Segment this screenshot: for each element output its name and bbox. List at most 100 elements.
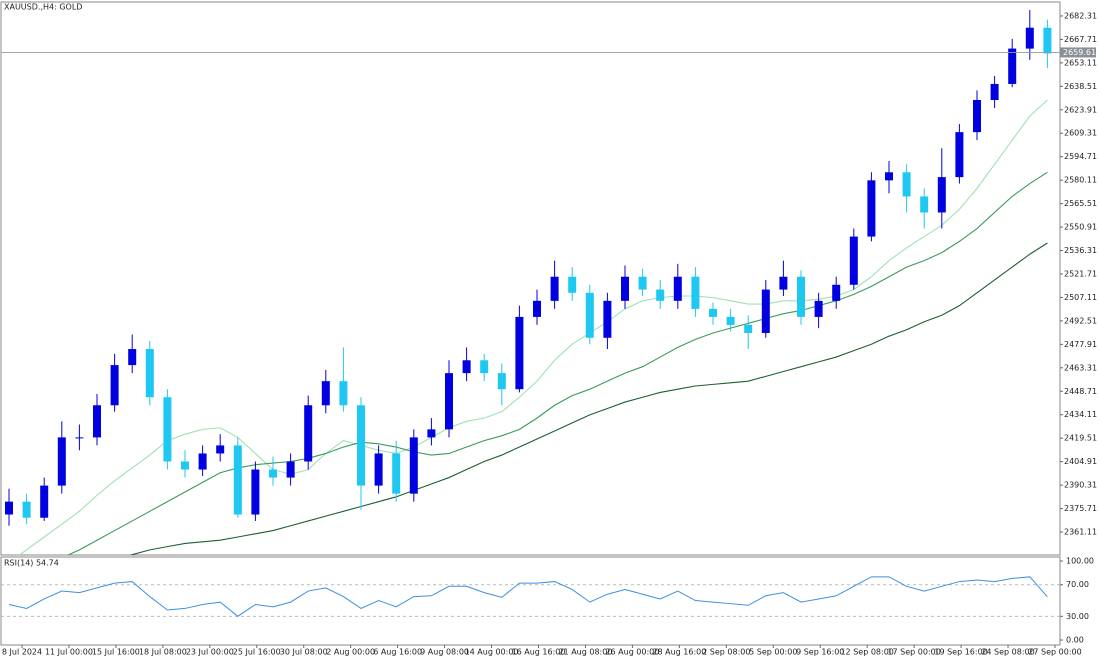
x-tick-label: 26 Aug 00:00 (605, 648, 659, 657)
candle-body (603, 300, 612, 338)
candle-body (321, 381, 330, 406)
y-tick-label: 2536.31 (1064, 246, 1097, 255)
candle-body (656, 289, 665, 301)
candle-body (22, 501, 31, 518)
candle-body (832, 284, 841, 301)
x-tick-label: 27 Sep 00:00 (1028, 648, 1081, 657)
y-tick-label: 2404.91 (1064, 457, 1097, 466)
candle-body (392, 453, 401, 494)
candle-body (797, 276, 805, 317)
y-tick-label: 2477.91 (1064, 340, 1097, 349)
price-plot (5, 10, 1052, 555)
y-tick-label: 2361.11 (1064, 528, 1097, 537)
current-price-box (1060, 47, 1096, 58)
y-tick-label: 2580.11 (1064, 176, 1097, 185)
candle-body (110, 365, 119, 406)
candle-body (515, 316, 524, 390)
candle-body (251, 469, 260, 515)
y-tick-label: 2653.11 (1064, 58, 1097, 67)
candle-body (867, 180, 876, 237)
chart-title: XAUUSD.,H4: GOLD (4, 3, 82, 12)
candle-body (937, 177, 946, 213)
rsi-tick-label: 30.00 (1066, 612, 1089, 621)
candle-body (286, 461, 295, 478)
candle-body (75, 437, 84, 439)
candle-body (445, 373, 453, 430)
x-tick-label: 11 Jul 00:00 (45, 648, 93, 657)
y-tick-label: 2609.31 (1064, 129, 1097, 138)
candle-body (761, 289, 770, 333)
candle-body (145, 349, 154, 398)
candle-body (726, 316, 735, 325)
candle-body (638, 276, 647, 290)
x-tick-label: 8 Jul 2024 (2, 648, 42, 657)
x-tick-label: 9 Aug 08:00 (420, 648, 469, 657)
x-tick-label: 19 Sep 16:00 (934, 648, 987, 657)
price-pane (0, 1, 1061, 556)
y-tick-label: 2434.11 (1064, 410, 1097, 419)
rsi-plot (1, 576, 1060, 617)
candle-body (216, 445, 225, 454)
x-tick-label: 30 Jul 08:00 (280, 648, 328, 657)
x-tick-label: 18 Jul 08:00 (139, 648, 187, 657)
candle-body (533, 300, 541, 317)
x-tick-label: 2 Sep 08:00 (702, 648, 750, 657)
y-tick-label: 2638.51 (1064, 82, 1097, 91)
y-tick-label: 2667.71 (1064, 35, 1097, 44)
y-tick-label: 2390.31 (1064, 481, 1097, 490)
candle-body (163, 397, 172, 462)
candle-body (885, 172, 893, 181)
candle-body (304, 405, 313, 462)
x-tick-label: 24 Sep 08:00 (981, 648, 1034, 657)
y-tick-label: 2550.91 (1064, 223, 1097, 232)
candle-body (269, 469, 277, 478)
candle-body (198, 453, 207, 470)
candle-body (709, 308, 717, 317)
y-tick-label: 2507.11 (1064, 293, 1097, 302)
rsi-tick-label: 70.00 (1066, 580, 1089, 589)
candle-body (40, 485, 49, 518)
candle-body (462, 360, 471, 374)
x-tick-label: 2 Aug 00:00 (326, 648, 375, 657)
candle-body (973, 100, 981, 133)
x-tick-label: 16 Aug 16:00 (512, 648, 566, 657)
rsi-pane (0, 556, 1061, 646)
x-tick-label: 28 Aug 16:00 (652, 648, 706, 657)
candle-body (5, 501, 13, 515)
candle-body (673, 276, 682, 301)
candle-body (779, 276, 788, 290)
candle-body (181, 461, 189, 470)
y-tick-label: 2623.91 (1064, 105, 1097, 114)
y-tick-label: 2521.71 (1064, 269, 1097, 278)
x-tick-label: 21 Aug 08:00 (558, 648, 612, 657)
y-tick-label: 2375.71 (1064, 504, 1097, 513)
rsi-label: RSI(14) 54.74 (4, 559, 59, 568)
rsi-tick-label: 100.00 (1066, 557, 1094, 566)
candle-body (128, 349, 137, 366)
rsi-line (8, 576, 1048, 617)
candle-body (233, 445, 242, 515)
x-tick-label: 17 Sep 00:00 (887, 648, 940, 657)
candle-body (902, 172, 911, 197)
candle-body (357, 405, 365, 486)
candle-body (374, 453, 383, 486)
moving-average (129, 242, 1048, 555)
candle-body (550, 276, 559, 301)
candle-body (1043, 27, 1052, 54)
y-tick-label: 2594.71 (1064, 152, 1097, 161)
y-tick-label: 2682.31 (1064, 11, 1097, 20)
x-tick-label: 12 Sep 08:00 (840, 648, 893, 657)
candle-body (93, 405, 101, 438)
x-tick-label: 23 Jul 00:00 (186, 648, 234, 657)
candle-body (1008, 48, 1017, 84)
candle-body (57, 437, 66, 486)
candle-body (409, 437, 418, 494)
candle-body (585, 292, 594, 338)
x-tick-label: 25 Jul 16:00 (233, 648, 281, 657)
candle-body (849, 236, 858, 285)
candle-body (744, 324, 753, 333)
candle-body (990, 83, 999, 101)
y-tick-label: 2463.31 (1064, 363, 1097, 372)
candle-body (920, 196, 929, 213)
